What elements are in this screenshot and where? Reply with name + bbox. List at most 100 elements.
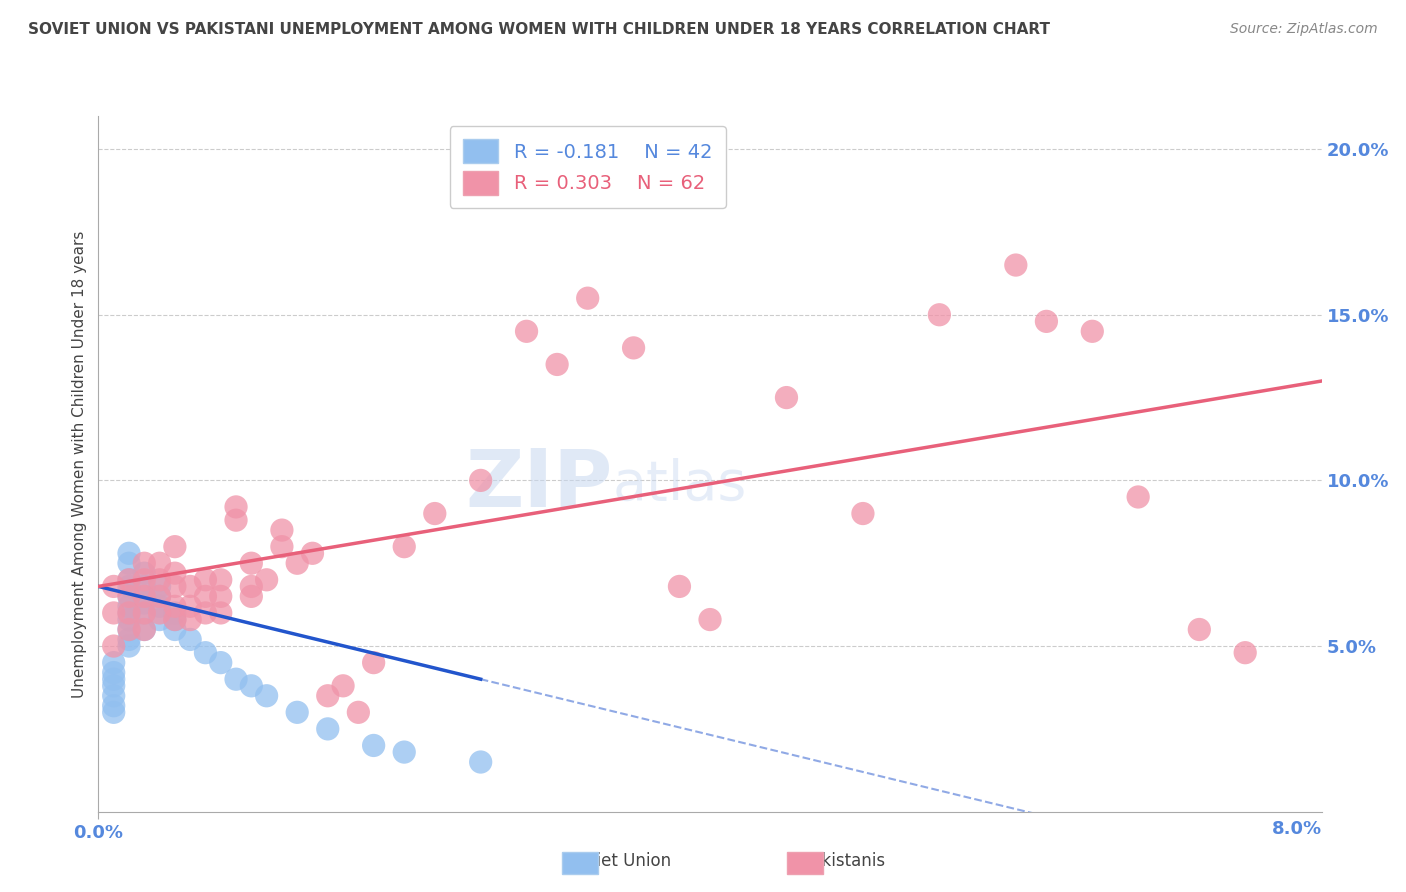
Point <box>118 639 141 653</box>
Text: ZIP: ZIP <box>465 446 612 524</box>
Point <box>118 546 141 560</box>
Point <box>316 689 339 703</box>
Point <box>118 632 141 647</box>
Point <box>516 324 538 338</box>
Point <box>163 566 186 581</box>
Point <box>852 507 875 521</box>
Point <box>134 590 156 604</box>
Point <box>256 573 278 587</box>
Point <box>316 722 339 736</box>
Text: 8.0%: 8.0% <box>1271 820 1322 838</box>
Point <box>209 590 232 604</box>
Y-axis label: Unemployment Among Women with Children Under 18 years: Unemployment Among Women with Children U… <box>72 230 87 698</box>
Point <box>163 606 186 620</box>
Point <box>149 556 172 570</box>
Point <box>134 573 156 587</box>
Point <box>209 606 232 620</box>
Point <box>103 639 125 653</box>
Point <box>118 606 141 620</box>
Point <box>668 579 690 593</box>
Point <box>240 556 263 570</box>
Point <box>149 606 172 620</box>
Point <box>179 632 201 647</box>
Point <box>699 613 721 627</box>
Point <box>118 613 141 627</box>
Legend: R = -0.181    N = 42, R = 0.303    N = 62: R = -0.181 N = 42, R = 0.303 N = 62 <box>450 126 725 208</box>
Point <box>1035 314 1057 328</box>
Point <box>118 599 141 614</box>
Point <box>240 579 263 593</box>
Point <box>1188 623 1211 637</box>
Point <box>134 606 156 620</box>
Point <box>240 679 263 693</box>
Point <box>1234 646 1257 660</box>
Point <box>623 341 645 355</box>
Text: SOVIET UNION VS PAKISTANI UNEMPLOYMENT AMONG WOMEN WITH CHILDREN UNDER 18 YEARS : SOVIET UNION VS PAKISTANI UNEMPLOYMENT A… <box>28 22 1050 37</box>
Point <box>301 546 323 560</box>
Point <box>103 679 125 693</box>
Point <box>118 606 141 620</box>
Point <box>240 590 263 604</box>
Point <box>285 706 308 720</box>
Point <box>179 613 201 627</box>
Point <box>1128 490 1150 504</box>
Point <box>134 566 156 581</box>
Point <box>928 308 950 322</box>
Point <box>270 523 294 537</box>
Text: Source: ZipAtlas.com: Source: ZipAtlas.com <box>1230 22 1378 37</box>
Point <box>163 599 186 614</box>
Point <box>285 556 308 570</box>
Point <box>134 623 156 637</box>
Point <box>134 556 156 570</box>
Point <box>163 540 186 554</box>
Point <box>209 573 232 587</box>
Point <box>576 291 599 305</box>
Point <box>118 623 141 637</box>
Point <box>423 507 446 521</box>
Point <box>392 540 416 554</box>
Point <box>118 573 141 587</box>
Point <box>270 540 294 554</box>
Point <box>134 590 156 604</box>
Point <box>1004 258 1026 272</box>
Point <box>118 590 141 604</box>
Point <box>118 623 141 637</box>
Text: atlas: atlas <box>612 458 747 512</box>
Point <box>103 706 125 720</box>
Point <box>225 672 247 686</box>
Point <box>209 656 232 670</box>
Point <box>163 579 186 593</box>
Point <box>347 706 370 720</box>
Point <box>392 745 416 759</box>
Point <box>163 623 186 637</box>
Point <box>363 656 385 670</box>
Point <box>118 579 141 593</box>
Point <box>103 656 125 670</box>
Point <box>194 646 217 660</box>
Point <box>103 606 125 620</box>
Point <box>149 573 172 587</box>
Point <box>103 689 125 703</box>
Point <box>103 579 125 593</box>
Point <box>546 358 568 372</box>
Point <box>149 590 172 604</box>
Point <box>225 513 247 527</box>
Point <box>225 500 247 514</box>
Point <box>470 474 492 488</box>
Point <box>149 590 172 604</box>
Point <box>179 599 201 614</box>
Point <box>134 596 156 610</box>
Point <box>149 613 172 627</box>
Point <box>103 672 125 686</box>
Point <box>256 689 278 703</box>
Point <box>134 579 156 593</box>
Point <box>470 755 492 769</box>
Point <box>163 613 186 627</box>
Point <box>134 606 156 620</box>
Point <box>103 698 125 713</box>
Point <box>194 606 217 620</box>
Point <box>103 665 125 680</box>
Point <box>775 391 797 405</box>
Point <box>149 599 172 614</box>
Point <box>332 679 354 693</box>
